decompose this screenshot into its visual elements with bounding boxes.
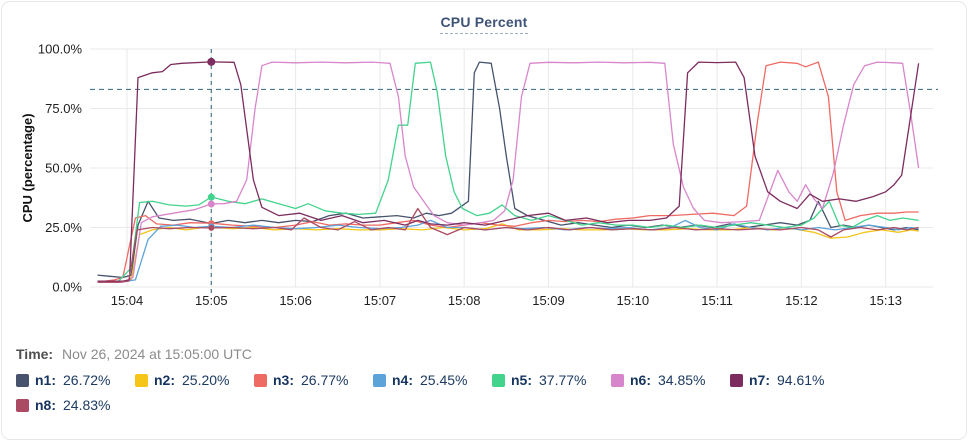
marker-dot-n7 bbox=[207, 57, 216, 66]
y-tick-label: 50.0% bbox=[45, 161, 82, 176]
legend-swatch-n1 bbox=[16, 373, 29, 387]
marker-dot-n6 bbox=[207, 200, 215, 208]
legend-value: 94.61% bbox=[777, 372, 825, 388]
marker-dot-n5 bbox=[207, 193, 215, 201]
legend-item-n2[interactable]: n2: 25.20% bbox=[135, 372, 254, 388]
chart-title-wrap: CPU Percent bbox=[2, 14, 966, 34]
y-axis-title: CPU (percentage) bbox=[20, 113, 35, 222]
x-tick-label: 15:13 bbox=[869, 293, 902, 308]
legend-name: n2: bbox=[154, 372, 175, 388]
x-tick-label: 15:08 bbox=[448, 293, 481, 308]
series-line-n8[interactable] bbox=[97, 207, 919, 283]
marker-dot-n8 bbox=[208, 224, 215, 231]
y-tick-label: 100.0% bbox=[38, 42, 83, 57]
legend-name: n8: bbox=[35, 397, 56, 413]
x-tick-label: 15:07 bbox=[364, 293, 397, 308]
legend-name: n4: bbox=[392, 372, 413, 388]
legend-item-n6[interactable]: n6: 34.85% bbox=[611, 372, 730, 388]
x-tick-label: 15:06 bbox=[279, 293, 312, 308]
series-line-n3[interactable] bbox=[97, 61, 919, 283]
series-line-n5[interactable] bbox=[97, 61, 919, 283]
legend-swatch-n3 bbox=[254, 373, 267, 387]
legend-item-n8[interactable]: n8: 24.83% bbox=[16, 397, 135, 413]
legend-name: n1: bbox=[35, 372, 56, 388]
series-line-n7[interactable] bbox=[97, 61, 920, 282]
tooltip-time-row: Time: Nov 26, 2024 at 15:05:00 UTC bbox=[16, 346, 252, 362]
tooltip-time-label: Time: bbox=[16, 346, 54, 362]
legend-swatch-n4 bbox=[373, 373, 386, 387]
legend-value: 26.77% bbox=[301, 372, 349, 388]
legend-name: n7: bbox=[749, 372, 770, 388]
legend-item-n1[interactable]: n1: 26.72% bbox=[16, 372, 135, 388]
legend-swatch-n2 bbox=[135, 373, 148, 387]
series-line-n4[interactable] bbox=[97, 219, 919, 283]
series-line-n2[interactable] bbox=[97, 223, 919, 283]
chart-title[interactable]: CPU Percent bbox=[440, 14, 528, 34]
series-line-n1[interactable] bbox=[97, 61, 919, 279]
y-tick-label: 75.0% bbox=[45, 101, 82, 116]
cpu-percent-line-chart[interactable]: 100.0% 75.0% 50.0% 25.0% 0.0% 15:04 15:05 15:06… bbox=[2, 2, 967, 320]
legend-swatch-n7 bbox=[730, 373, 743, 387]
legend-item-n3[interactable]: n3: 26.77% bbox=[254, 372, 373, 388]
legend-swatch-n6 bbox=[611, 373, 624, 387]
tooltip-time-value: Nov 26, 2024 at 15:05:00 UTC bbox=[61, 346, 252, 362]
x-tick-label: 15:09 bbox=[532, 293, 565, 308]
legend-value: 34.85% bbox=[658, 372, 706, 388]
legend-value: 26.72% bbox=[63, 372, 111, 388]
legend-value: 25.45% bbox=[420, 372, 468, 388]
legend-value: 24.83% bbox=[63, 397, 111, 413]
legend-value: 25.20% bbox=[182, 372, 230, 388]
x-tick-label: 15:12 bbox=[785, 293, 818, 308]
x-tick-label: 15:05 bbox=[195, 293, 228, 308]
legend-swatch-n5 bbox=[492, 373, 505, 387]
legend: n1: 26.72% n2: 25.20% n3: 26.77% n4: 25.… bbox=[16, 372, 956, 413]
series-line-n6[interactable] bbox=[97, 61, 920, 283]
x-tick-label: 15:04 bbox=[111, 293, 144, 308]
legend-value: 37.77% bbox=[539, 372, 587, 388]
x-tick-label: 15:11 bbox=[701, 293, 733, 308]
legend-item-n7[interactable]: n7: 94.61% bbox=[730, 372, 849, 388]
legend-item-n4[interactable]: n4: 25.45% bbox=[373, 372, 492, 388]
legend-swatch-n8 bbox=[16, 398, 29, 412]
y-tick-label: 25.0% bbox=[45, 220, 82, 235]
legend-name: n5: bbox=[511, 372, 532, 388]
legend-name: n3: bbox=[273, 372, 294, 388]
legend-name: n6: bbox=[630, 372, 651, 388]
y-tick-label: 0.0% bbox=[52, 280, 82, 295]
legend-item-n5[interactable]: n5: 37.77% bbox=[492, 372, 611, 388]
x-tick-label: 15:10 bbox=[617, 293, 650, 308]
